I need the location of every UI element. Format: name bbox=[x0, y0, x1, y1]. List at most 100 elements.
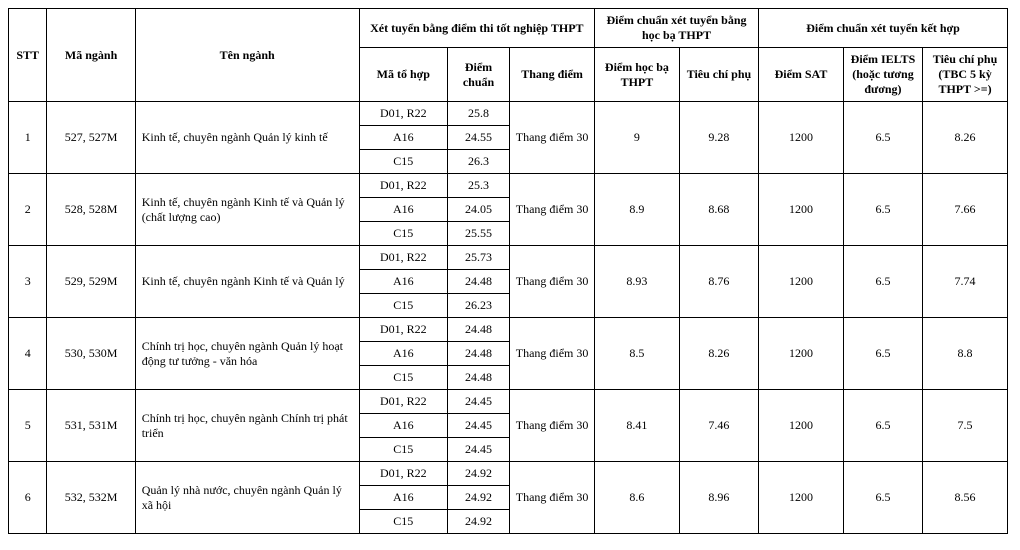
cell-hocba: 9 bbox=[594, 102, 679, 174]
cell-ielts: 6.5 bbox=[843, 462, 922, 534]
table-row: 4530, 530MChính trị học, chuyên ngành Qu… bbox=[9, 318, 1008, 342]
cell-sat: 1200 bbox=[759, 318, 844, 390]
cell-tohop: C15 bbox=[359, 510, 447, 534]
cell-ielts: 6.5 bbox=[843, 390, 922, 462]
cell-name: Chính trị học, chuyên ngành Quản lý hoạt… bbox=[135, 318, 359, 390]
cell-diemchuan: 24.48 bbox=[447, 270, 509, 294]
cell-thang: Thang điểm 30 bbox=[510, 318, 595, 390]
colgroup-hocba: Điểm chuẩn xét tuyển bằng học bạ THPT bbox=[594, 9, 758, 48]
table-header: STT Mã ngành Tên ngành Xét tuyển bằng đi… bbox=[9, 9, 1008, 102]
cell-code: 531, 531M bbox=[47, 390, 135, 462]
cell-ielts: 6.5 bbox=[843, 318, 922, 390]
cell-tohop: C15 bbox=[359, 294, 447, 318]
cell-name: Kinh tế, chuyên ngành Kinh tế và Quản lý… bbox=[135, 174, 359, 246]
cell-hocba: 8.93 bbox=[594, 246, 679, 318]
cell-tohop: D01, R22 bbox=[359, 246, 447, 270]
cell-diemchuan: 26.23 bbox=[447, 294, 509, 318]
cell-sat: 1200 bbox=[759, 390, 844, 462]
cell-tieuchiphu2: 7.5 bbox=[923, 390, 1008, 462]
cell-tieuchiphu: 8.96 bbox=[679, 462, 758, 534]
table-row: 6532, 532MQuản lý nhà nước, chuyên ngành… bbox=[9, 462, 1008, 486]
cell-tohop: D01, R22 bbox=[359, 390, 447, 414]
col-tieu-chi-phu: Tiêu chí phụ bbox=[679, 48, 758, 102]
cell-diemchuan: 24.92 bbox=[447, 510, 509, 534]
cell-tohop: A16 bbox=[359, 126, 447, 150]
cell-name: Chính trị học, chuyên ngành Chính trị ph… bbox=[135, 390, 359, 462]
cell-tieuchiphu2: 7.66 bbox=[923, 174, 1008, 246]
colgroup-kethop: Điểm chuẩn xét tuyển kết hợp bbox=[759, 9, 1008, 48]
cell-stt: 1 bbox=[9, 102, 47, 174]
cell-tohop: D01, R22 bbox=[359, 462, 447, 486]
cell-name: Kinh tế, chuyên ngành Quản lý kinh tế bbox=[135, 102, 359, 174]
cell-diemchuan: 25.8 bbox=[447, 102, 509, 126]
cell-ielts: 6.5 bbox=[843, 102, 922, 174]
cell-thang: Thang điểm 30 bbox=[510, 246, 595, 318]
cell-tieuchiphu2: 8.56 bbox=[923, 462, 1008, 534]
cell-tohop: C15 bbox=[359, 150, 447, 174]
cell-diemchuan: 24.92 bbox=[447, 462, 509, 486]
cell-tohop: A16 bbox=[359, 270, 447, 294]
cell-hocba: 8.6 bbox=[594, 462, 679, 534]
cell-tohop: C15 bbox=[359, 438, 447, 462]
cell-sat: 1200 bbox=[759, 174, 844, 246]
table-row: 2528, 528MKinh tế, chuyên ngành Kinh tế … bbox=[9, 174, 1008, 198]
col-ma-to-hop: Mã tổ hợp bbox=[359, 48, 447, 102]
cell-diemchuan: 25.73 bbox=[447, 246, 509, 270]
cell-diemchuan: 24.92 bbox=[447, 486, 509, 510]
cell-code: 527, 527M bbox=[47, 102, 135, 174]
cell-diemchuan: 25.3 bbox=[447, 174, 509, 198]
cell-code: 532, 532M bbox=[47, 462, 135, 534]
cell-diemchuan: 24.45 bbox=[447, 414, 509, 438]
cell-diemchuan: 24.45 bbox=[447, 390, 509, 414]
cell-diemchuan: 24.45 bbox=[447, 438, 509, 462]
cell-sat: 1200 bbox=[759, 462, 844, 534]
col-diem-ielts: Điểm IELTS (hoặc tương đương) bbox=[843, 48, 922, 102]
cell-tieuchiphu2: 8.26 bbox=[923, 102, 1008, 174]
cell-tohop: C15 bbox=[359, 222, 447, 246]
cell-diemchuan: 24.55 bbox=[447, 126, 509, 150]
cell-diemchuan: 25.55 bbox=[447, 222, 509, 246]
cell-stt: 3 bbox=[9, 246, 47, 318]
cell-stt: 4 bbox=[9, 318, 47, 390]
cell-ielts: 6.5 bbox=[843, 174, 922, 246]
cell-sat: 1200 bbox=[759, 102, 844, 174]
cell-hocba: 8.5 bbox=[594, 318, 679, 390]
table-row: 1527, 527MKinh tế, chuyên ngành Quản lý … bbox=[9, 102, 1008, 126]
cell-tieuchiphu2: 8.8 bbox=[923, 318, 1008, 390]
cell-stt: 5 bbox=[9, 390, 47, 462]
cell-tohop: D01, R22 bbox=[359, 102, 447, 126]
cell-stt: 6 bbox=[9, 462, 47, 534]
cell-hocba: 8.41 bbox=[594, 390, 679, 462]
cell-tieuchiphu: 8.68 bbox=[679, 174, 758, 246]
cell-sat: 1200 bbox=[759, 246, 844, 318]
cell-ielts: 6.5 bbox=[843, 246, 922, 318]
cell-tohop: D01, R22 bbox=[359, 318, 447, 342]
cell-code: 528, 528M bbox=[47, 174, 135, 246]
col-tieu-chi-phu2: Tiêu chí phụ (TBC 5 kỳ THPT >=) bbox=[923, 48, 1008, 102]
cell-tieuchiphu2: 7.74 bbox=[923, 246, 1008, 318]
cell-code: 530, 530M bbox=[47, 318, 135, 390]
cell-tieuchiphu: 8.76 bbox=[679, 246, 758, 318]
cell-thang: Thang điểm 30 bbox=[510, 390, 595, 462]
cell-tohop: A16 bbox=[359, 414, 447, 438]
cell-diemchuan: 24.48 bbox=[447, 318, 509, 342]
col-diem-hocba: Điểm học bạ THPT bbox=[594, 48, 679, 102]
col-ma-nganh: Mã ngành bbox=[47, 9, 135, 102]
col-ten-nganh: Tên ngành bbox=[135, 9, 359, 102]
cell-tohop: A16 bbox=[359, 486, 447, 510]
cell-diemchuan: 24.48 bbox=[447, 366, 509, 390]
cell-tohop: D01, R22 bbox=[359, 174, 447, 198]
cell-code: 529, 529M bbox=[47, 246, 135, 318]
cell-name: Kinh tế, chuyên ngành Kinh tế và Quản lý bbox=[135, 246, 359, 318]
cell-diemchuan: 26.3 bbox=[447, 150, 509, 174]
cell-hocba: 8.9 bbox=[594, 174, 679, 246]
cell-tieuchiphu: 7.46 bbox=[679, 390, 758, 462]
cell-diemchuan: 24.48 bbox=[447, 342, 509, 366]
col-diem-chuan: Điểm chuẩn bbox=[447, 48, 509, 102]
cell-tieuchiphu: 9.28 bbox=[679, 102, 758, 174]
cell-thang: Thang điểm 30 bbox=[510, 174, 595, 246]
table-row: 5531, 531MChính trị học, chuyên ngành Ch… bbox=[9, 390, 1008, 414]
col-stt: STT bbox=[9, 9, 47, 102]
cell-name: Quản lý nhà nước, chuyên ngành Quản lý x… bbox=[135, 462, 359, 534]
cell-tohop: A16 bbox=[359, 198, 447, 222]
